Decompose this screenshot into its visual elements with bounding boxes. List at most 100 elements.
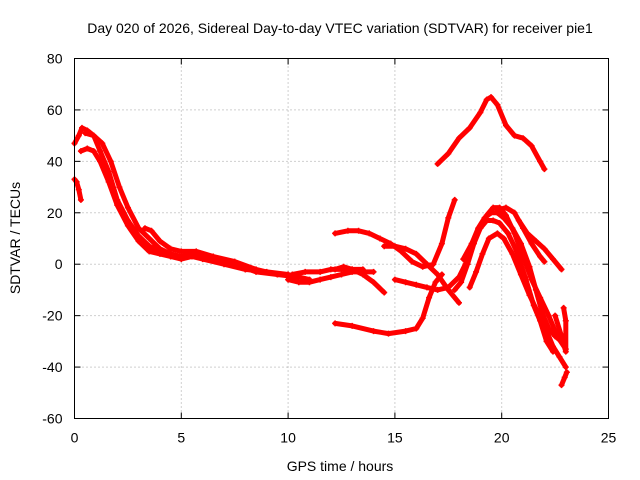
data-point [317, 276, 324, 283]
y-tick-label: -60 [42, 411, 62, 427]
data-point [562, 364, 569, 371]
data-point [494, 207, 501, 214]
series-arc-8 [332, 263, 388, 296]
data-point [285, 276, 292, 283]
data-point [505, 230, 512, 237]
data-point [483, 212, 490, 219]
data-point [231, 258, 238, 265]
data-point [502, 204, 509, 211]
data-point [522, 274, 529, 281]
y-tick-label: 40 [47, 153, 63, 169]
y-tick-label: 60 [47, 102, 63, 118]
data-point [483, 96, 490, 103]
x-tick-label: 15 [387, 430, 403, 446]
data-point [530, 302, 537, 309]
series-arc-20 [558, 369, 570, 389]
data-point [349, 322, 356, 329]
data-point [114, 202, 121, 209]
data-point [561, 374, 568, 381]
data-point [528, 142, 535, 149]
data-point [549, 256, 556, 263]
data-point [178, 253, 185, 260]
y-tick-label: 20 [47, 205, 63, 221]
data-point [413, 250, 420, 257]
data-point [274, 271, 281, 278]
data-point [464, 261, 471, 268]
series-line [435, 94, 547, 172]
data-point [560, 304, 567, 311]
data-point [391, 276, 398, 283]
data-point [402, 245, 409, 252]
x-tick-label: 25 [601, 430, 617, 446]
series-line [381, 243, 462, 306]
series-arc-15 [460, 217, 556, 355]
data-point [402, 328, 409, 335]
data-point [253, 266, 260, 273]
data-point [455, 135, 462, 142]
data-point [509, 250, 516, 257]
data-point [537, 158, 544, 165]
data-point [75, 186, 82, 193]
data-point [97, 158, 104, 165]
data-point [520, 135, 527, 142]
data-point [511, 132, 518, 139]
series-layer [71, 94, 570, 389]
data-point [167, 250, 174, 257]
data-point [513, 248, 520, 255]
data-point [500, 235, 507, 242]
data-point [210, 253, 217, 260]
series-line [78, 146, 248, 272]
data-point [338, 271, 345, 278]
data-point [562, 348, 569, 355]
series-line [142, 225, 312, 283]
data-point [460, 256, 467, 263]
series-arc-10 [332, 271, 445, 337]
data-point [295, 279, 302, 286]
data-point [558, 333, 565, 340]
data-point [511, 230, 518, 237]
x-tick-label: 0 [71, 430, 79, 446]
y-tick-label: -40 [42, 359, 62, 375]
data-point [455, 299, 462, 306]
data-point [105, 178, 112, 185]
data-point [524, 230, 531, 237]
data-point [558, 266, 565, 273]
data-point [537, 317, 544, 324]
data-point [385, 330, 392, 337]
data-point [148, 227, 155, 234]
data-point [381, 243, 388, 250]
data-point [359, 266, 366, 273]
data-point [537, 253, 544, 260]
x-tick-label: 20 [494, 430, 510, 446]
x-tick-label: 5 [177, 430, 185, 446]
data-point [402, 279, 409, 286]
data-point [408, 258, 415, 265]
data-point [473, 268, 480, 275]
data-point [317, 268, 324, 275]
data-point [370, 328, 377, 335]
data-point [494, 101, 501, 108]
data-point [434, 286, 441, 293]
data-point [359, 271, 366, 278]
chart-title: Day 020 of 2026, Sidereal Day-to-day VTE… [87, 20, 593, 36]
data-point [193, 248, 200, 255]
data-point [520, 253, 527, 260]
data-point [413, 325, 420, 332]
data-point [332, 266, 339, 273]
series-line [82, 130, 280, 277]
data-point [78, 124, 85, 131]
series-line [332, 197, 458, 270]
series-arc-16 [434, 94, 548, 173]
data-point [537, 294, 544, 301]
data-point [490, 204, 497, 211]
series-arc-11 [381, 243, 462, 306]
y-tick-label: 0 [55, 256, 63, 272]
data-point [141, 225, 148, 232]
data-point [532, 238, 539, 245]
series-line [72, 176, 84, 203]
data-point [84, 145, 91, 152]
data-point [135, 225, 142, 232]
data-point [302, 268, 309, 275]
data-point [528, 276, 535, 283]
data-point [419, 315, 426, 322]
